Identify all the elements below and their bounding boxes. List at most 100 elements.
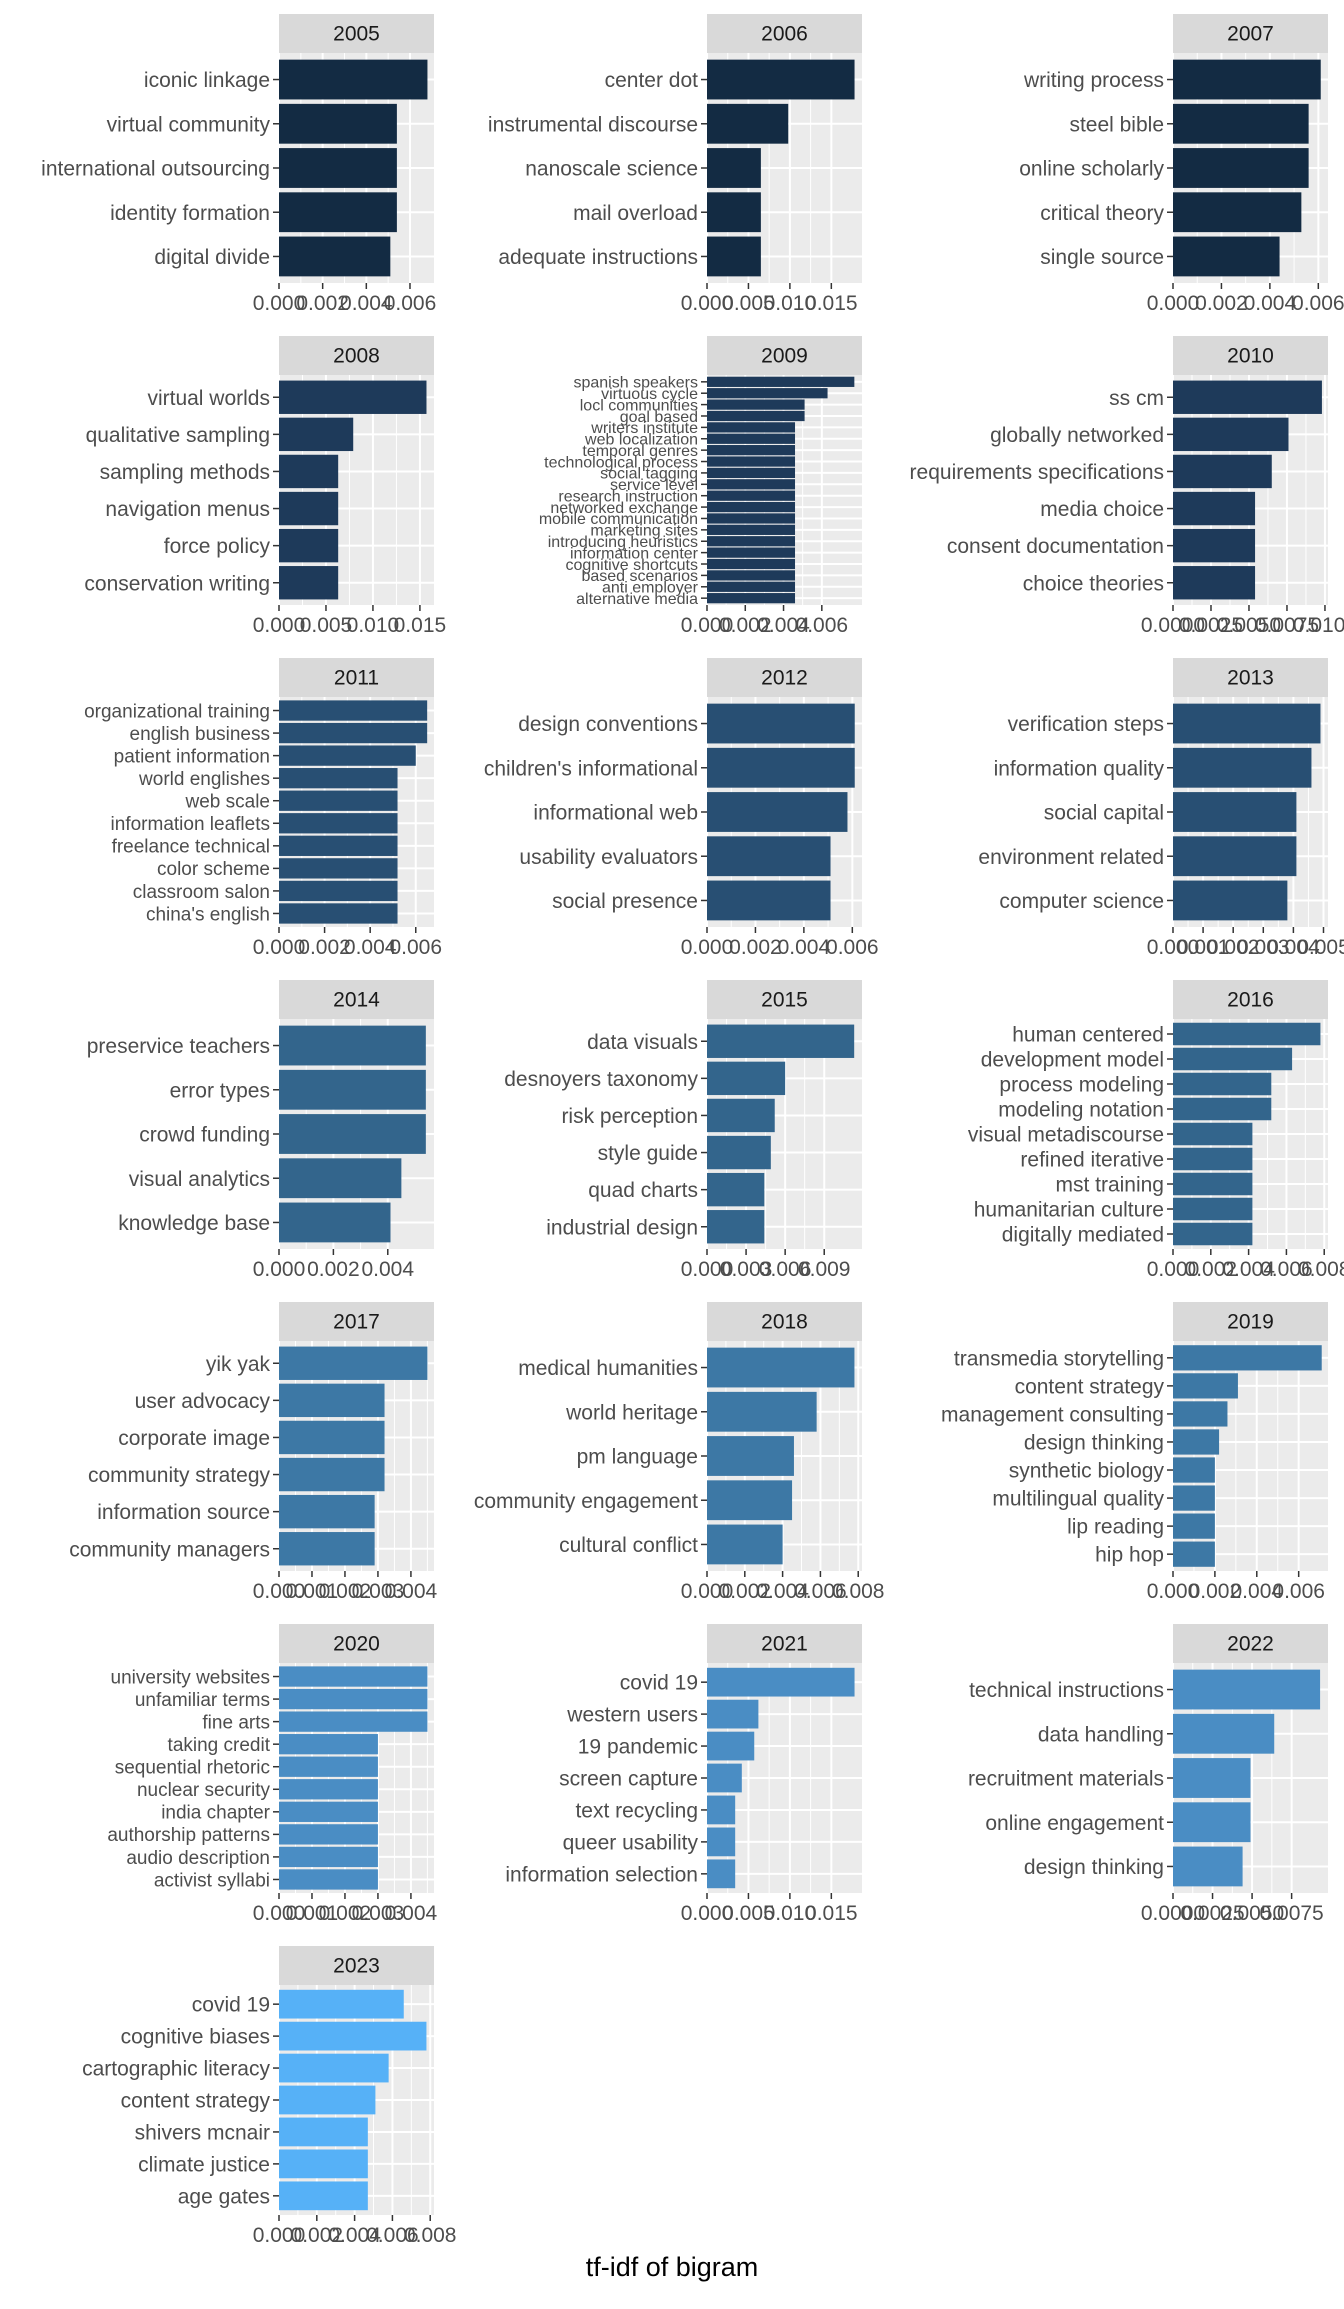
bar bbox=[279, 1711, 428, 1732]
category-label: information center bbox=[570, 545, 699, 562]
bar bbox=[279, 880, 398, 902]
category-label: networked exchange bbox=[550, 500, 698, 517]
x-tick-label: 0.006 bbox=[796, 614, 849, 637]
bar bbox=[707, 490, 796, 501]
x-tick-label: 0.000 bbox=[681, 1580, 734, 1603]
category-label: text recycling bbox=[575, 1800, 698, 1823]
category-label: information leaflets bbox=[111, 814, 270, 835]
category-label: hip hop bbox=[1095, 1544, 1164, 1567]
bar bbox=[1173, 491, 1256, 526]
x-tick-label: 0.001 bbox=[286, 1580, 339, 1603]
bar bbox=[707, 524, 796, 535]
facet-strip bbox=[279, 658, 434, 697]
bar bbox=[707, 1210, 765, 1244]
category-label: online scholarly bbox=[1019, 158, 1164, 181]
bar bbox=[707, 836, 831, 877]
category-label: computer science bbox=[999, 890, 1164, 913]
category-label: technical instructions bbox=[969, 1679, 1164, 1702]
category-label: corporate image bbox=[118, 1427, 270, 1450]
facet-title: 2006 bbox=[761, 23, 808, 46]
category-label: globally networked bbox=[990, 424, 1164, 447]
bar bbox=[1173, 528, 1256, 563]
category-label: usability evaluators bbox=[519, 846, 698, 869]
bar bbox=[1173, 148, 1309, 188]
bar bbox=[707, 103, 789, 144]
x-tick-label: 0.006 bbox=[794, 1580, 847, 1603]
bar bbox=[279, 790, 398, 811]
x-tick-label: 0.000 bbox=[1147, 1580, 1200, 1603]
x-tick-label: 0.000 bbox=[681, 292, 734, 315]
category-label: steel bible bbox=[1069, 113, 1164, 136]
facet-2018: 2018 medical humanities world heritage pm l… bbox=[474, 1302, 885, 1603]
bar bbox=[1173, 1097, 1272, 1121]
category-label: cartographic literacy bbox=[82, 2058, 270, 2081]
bar bbox=[1173, 1802, 1251, 1843]
category-label: covid 19 bbox=[620, 1672, 698, 1695]
category-label: sampling methods bbox=[100, 461, 270, 484]
x-tick-label: 0.004 bbox=[328, 2224, 381, 2247]
category-label: recruitment materials bbox=[968, 1768, 1164, 1791]
bar bbox=[279, 1801, 378, 1822]
category-label: knowledge base bbox=[118, 1212, 270, 1235]
x-tick-label: 0.004 bbox=[385, 1902, 438, 1925]
category-label: nanoscale science bbox=[525, 158, 698, 181]
x-tick-label: 0.004 bbox=[1222, 1258, 1275, 1281]
bar bbox=[1173, 1345, 1322, 1371]
category-label: transmedia storytelling bbox=[954, 1347, 1164, 1370]
bar bbox=[707, 445, 796, 456]
bar bbox=[1173, 1072, 1272, 1096]
x-tick-label: 0.000 bbox=[253, 614, 306, 637]
x-tick-label: 0.008 bbox=[404, 2224, 457, 2247]
category-label: environment related bbox=[978, 846, 1164, 869]
x-tick-label: 0.006 bbox=[1292, 292, 1344, 315]
bar bbox=[707, 1524, 783, 1565]
bar bbox=[707, 1347, 855, 1388]
bar bbox=[707, 1436, 794, 1476]
category-label: taking credit bbox=[168, 1735, 271, 1756]
category-label: instrumental discourse bbox=[488, 113, 698, 136]
category-label: patient information bbox=[114, 746, 270, 767]
x-tick-label: 0.002 bbox=[719, 1580, 772, 1603]
category-label: community strategy bbox=[88, 1464, 271, 1487]
category-label: information source bbox=[97, 1501, 270, 1524]
category-label: single source bbox=[1040, 246, 1164, 269]
x-tick-label: 0.003 bbox=[352, 1902, 405, 1925]
category-label: design thinking bbox=[1024, 1856, 1164, 1879]
bar bbox=[707, 1699, 759, 1729]
bar bbox=[707, 536, 796, 547]
category-label: conservation writing bbox=[84, 572, 270, 595]
x-tick-label: 0.002 bbox=[1185, 1258, 1238, 1281]
facet-title: 2005 bbox=[333, 23, 380, 46]
category-label: based scenarios bbox=[581, 568, 698, 585]
category-label: choice theories bbox=[1023, 572, 1164, 595]
x-tick-label: 0.0050 bbox=[1217, 614, 1281, 637]
category-label: data visuals bbox=[587, 1031, 698, 1054]
facet-title: 2011 bbox=[334, 667, 379, 690]
bar bbox=[1173, 703, 1321, 744]
facet-strip bbox=[1173, 14, 1328, 53]
category-label: desnoyers taxonomy bbox=[504, 1068, 698, 1091]
category-label: pm language bbox=[577, 1446, 698, 1469]
category-label: digitally mediated bbox=[1002, 1224, 1164, 1247]
category-label: modeling notation bbox=[998, 1099, 1164, 1122]
bar bbox=[707, 1667, 855, 1697]
bar bbox=[707, 1763, 742, 1793]
category-label: mst training bbox=[1055, 1174, 1164, 1197]
bar bbox=[1173, 1429, 1220, 1455]
category-label: english business bbox=[130, 724, 270, 745]
bar bbox=[707, 513, 796, 524]
category-label: china's english bbox=[146, 904, 270, 925]
x-tick-label: 0.0025 bbox=[1179, 614, 1243, 637]
category-label: marketing sites bbox=[590, 523, 698, 540]
category-label: authorship patterns bbox=[107, 1825, 270, 1846]
bar bbox=[279, 380, 427, 414]
x-tick-label: 0.004 bbox=[778, 936, 831, 959]
facet-title: 2018 bbox=[761, 1311, 808, 1334]
bar bbox=[279, 1420, 385, 1455]
category-label: international outsourcing bbox=[41, 158, 270, 181]
facet-strip bbox=[1173, 980, 1328, 1019]
bar bbox=[707, 558, 796, 570]
bar bbox=[279, 2149, 368, 2179]
